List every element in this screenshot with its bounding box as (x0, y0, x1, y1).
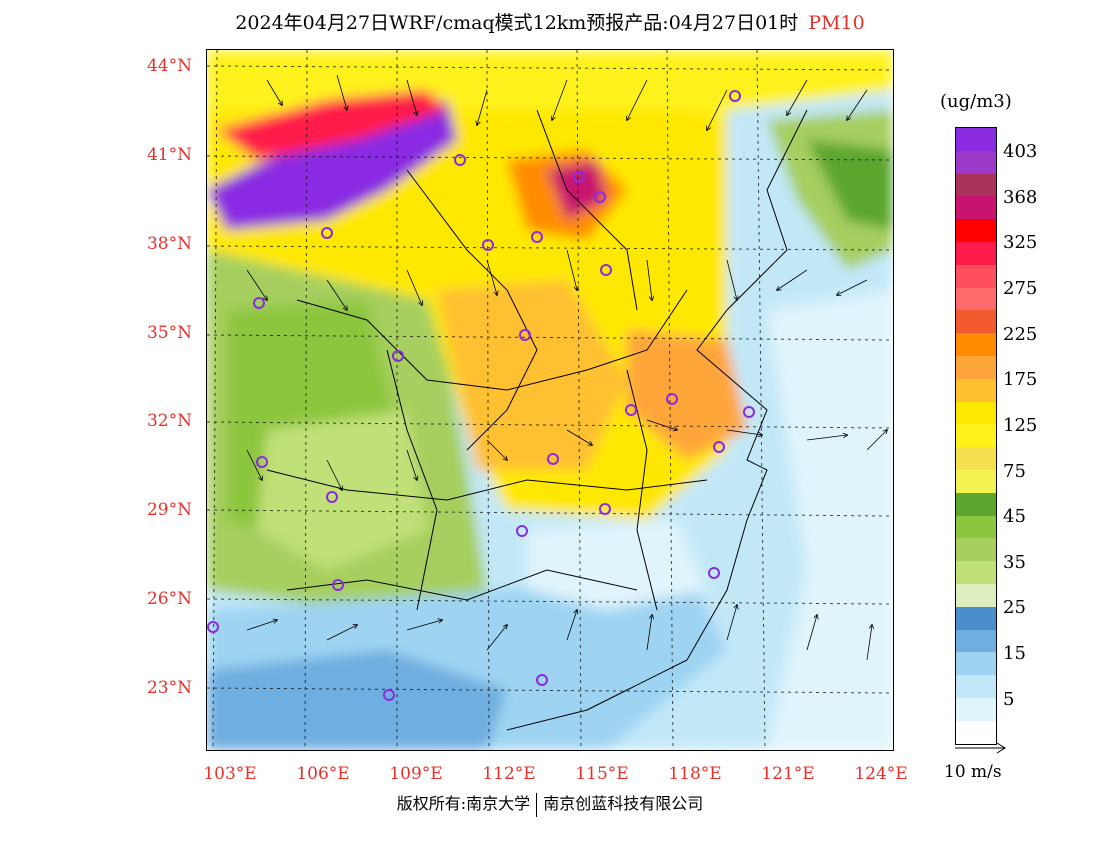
map-canvas (207, 50, 893, 750)
legend-label-275: 275 (1003, 278, 1038, 299)
legend-label-125: 125 (1003, 415, 1038, 436)
legend-swatch (956, 241, 996, 265)
legend-unit: (ug/m3) (940, 91, 1012, 112)
legend-swatch (956, 219, 996, 242)
product-tag: PM10 (808, 12, 865, 34)
legend-label-75: 75 (1003, 461, 1026, 482)
legend-swatch (956, 447, 996, 470)
legend-swatch (956, 629, 996, 653)
legend-swatch (956, 355, 996, 379)
legend-label-45: 45 (1003, 506, 1026, 527)
legend-swatch (956, 720, 996, 744)
footer-right: 南京创蓝科技有限公司 (543, 794, 704, 813)
legend-swatch (956, 196, 996, 220)
legend-swatch (956, 150, 996, 174)
map-title: 2024年04月27日WRF/cmaq模式12km预报产品:04月27日01时 P… (0, 8, 1100, 35)
lon-label-106e: 106°E (296, 764, 350, 784)
copyright-footer: 版权所有:南京大学 南京创蓝科技有限公司 (0, 790, 1100, 817)
legend-label-25: 25 (1003, 597, 1026, 618)
lon-label-121e: 121°E (761, 764, 815, 784)
legend-swatch (956, 378, 996, 402)
pm10-forecast-map (206, 49, 894, 751)
lat-label-38n: 38°N (146, 234, 192, 254)
lat-label-32n: 32°N (146, 411, 192, 431)
lat-label-41n: 41°N (146, 145, 192, 165)
legend-label-225: 225 (1003, 324, 1038, 345)
legend-swatch (956, 652, 996, 676)
lat-label-23n: 23°N (146, 678, 192, 698)
legend-swatch (956, 264, 996, 288)
legend-swatch (956, 424, 996, 448)
color-legend (955, 127, 997, 745)
vector-scale-arrow (955, 742, 1006, 754)
title-text: 2024年04月27日WRF/cmaq模式12km预报产品:04月27日01时 (235, 12, 799, 34)
legend-swatch (956, 287, 996, 311)
legend-swatch (956, 469, 996, 493)
legend-swatch (956, 606, 996, 630)
vector-scale-label: 10 m/s (944, 762, 1002, 782)
legend-swatch (956, 128, 996, 151)
footer-left: 版权所有:南京大学 (396, 794, 531, 813)
legend-swatch (956, 310, 996, 334)
lon-label-118e: 118°E (668, 764, 722, 784)
lat-label-44n: 44°N (146, 56, 192, 76)
legend-swatch (956, 515, 996, 539)
legend-label-175: 175 (1003, 369, 1038, 390)
legend-swatch (956, 561, 996, 584)
legend-swatch (956, 583, 996, 607)
legend-swatch (956, 333, 996, 356)
legend-label-5: 5 (1003, 689, 1015, 710)
lon-label-112e: 112°E (482, 764, 536, 784)
lon-label-103e: 103°E (203, 764, 257, 784)
legend-swatch (956, 401, 996, 425)
legend-label-403: 403 (1003, 141, 1038, 162)
lon-label-124e: 124°E (854, 764, 908, 784)
legend-label-15: 15 (1003, 643, 1026, 664)
lat-label-26n: 26°N (146, 589, 192, 609)
lat-label-35n: 35°N (146, 323, 192, 343)
legend-swatch (956, 697, 996, 721)
lon-label-109e: 109°E (389, 764, 443, 784)
legend-swatch (956, 675, 996, 698)
legend-label-35: 35 (1003, 552, 1026, 573)
legend-swatch (956, 492, 996, 516)
legend-label-368: 368 (1003, 187, 1038, 208)
lat-label-29n: 29°N (146, 500, 192, 520)
footer-divider (536, 792, 538, 817)
legend-swatch (956, 173, 996, 197)
legend-label-325: 325 (1003, 232, 1038, 253)
legend-swatch (956, 538, 996, 562)
lon-label-115e: 115°E (575, 764, 629, 784)
